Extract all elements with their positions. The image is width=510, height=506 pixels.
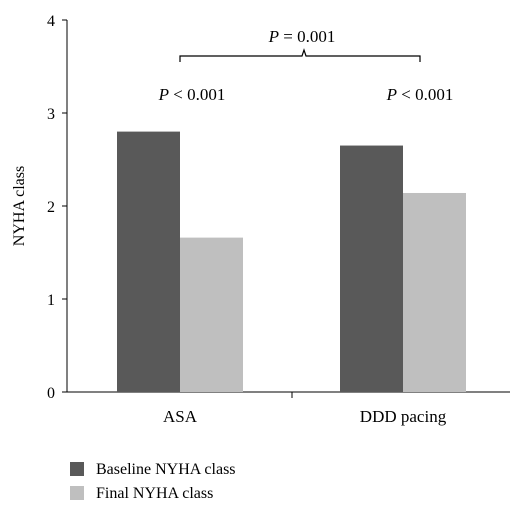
p-value-text: < 0.001 [169, 85, 225, 104]
legend-swatch-baseline [70, 462, 84, 476]
p-label: P [268, 27, 279, 46]
x-category-label: DDD pacing [360, 407, 447, 426]
ddd-p-annotation: P < 0.001 [386, 85, 454, 104]
p-value-text: < 0.001 [397, 85, 453, 104]
p-label: P [386, 85, 397, 104]
bars [117, 131, 466, 392]
legend: Baseline NYHA class Final NYHA class [70, 461, 236, 502]
legend-swatch-final [70, 486, 84, 500]
baseline-bar-1 [340, 145, 403, 392]
y-tick-label: 3 [47, 106, 55, 123]
legend-label-baseline: Baseline NYHA class [96, 461, 236, 478]
final-bar-1 [403, 192, 466, 392]
final-bar-0 [180, 237, 243, 392]
x-category-label: ASA [163, 407, 198, 426]
p-value-text: = 0.001 [279, 27, 335, 46]
baseline-bar-0 [117, 131, 180, 392]
y-tick-label: 1 [47, 292, 55, 309]
asa-p-annotation: P < 0.001 [158, 85, 226, 104]
y-tick-label: 2 [47, 199, 55, 216]
y-tick-label: 4 [47, 13, 55, 30]
x-ticks: ASA DDD pacing [163, 392, 447, 426]
between-group-p-annotation: P = 0.001 [268, 27, 336, 46]
legend-label-final: Final NYHA class [96, 485, 213, 502]
p-label: P [158, 85, 169, 104]
y-ticks: 0 1 2 3 4 [47, 13, 67, 402]
y-tick-label: 0 [47, 385, 55, 402]
significance-bracket [179, 48, 421, 62]
y-axis-label: NYHA class [11, 166, 28, 246]
